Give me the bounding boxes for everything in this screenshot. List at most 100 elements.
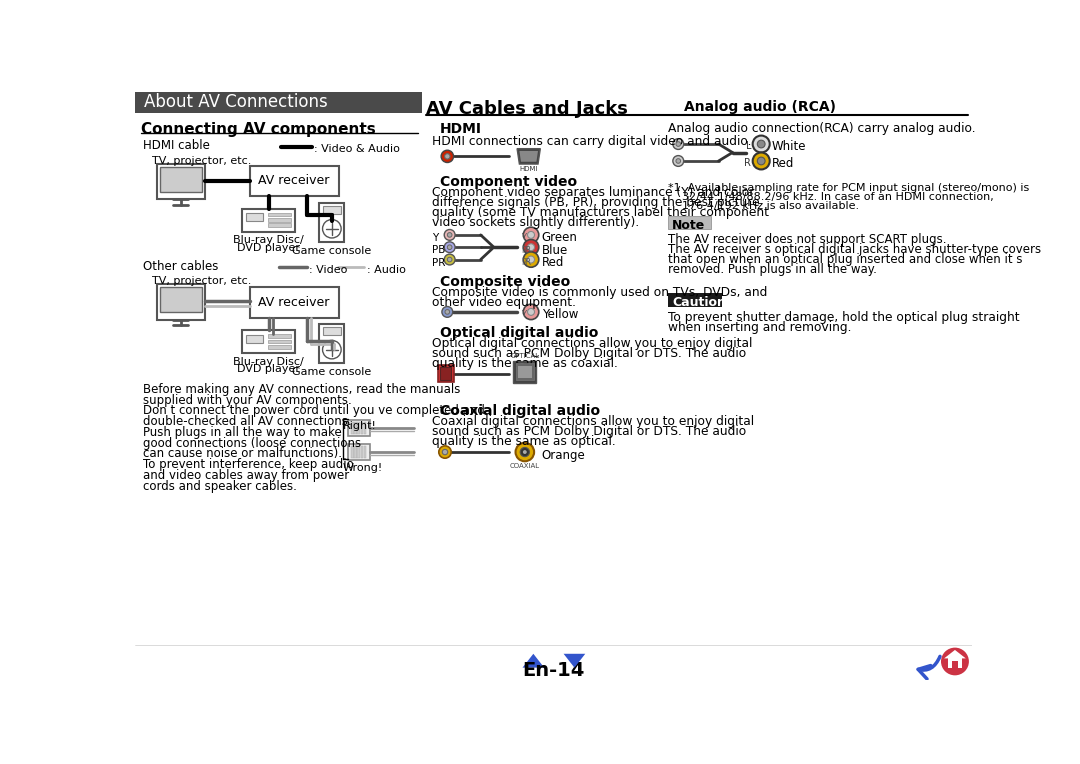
Text: PR: PR: [432, 257, 445, 267]
Bar: [438, 365, 454, 382]
Text: AV receiver: AV receiver: [258, 174, 329, 187]
Bar: [364, 446, 366, 458]
Circle shape: [441, 151, 454, 163]
Bar: [513, 361, 537, 383]
Bar: [249, 287, 339, 318]
Text: : Video & Audio: : Video & Audio: [314, 144, 400, 154]
Bar: [357, 422, 360, 434]
Text: : Audio: : Audio: [367, 264, 406, 274]
Circle shape: [523, 450, 527, 454]
Text: sound such as PCM Dolby Digital or DTS. The audio: sound such as PCM Dolby Digital or DTS. …: [432, 347, 746, 360]
Text: removed. Push plugs in all the way.: removed. Push plugs in all the way.: [669, 264, 877, 277]
Circle shape: [757, 157, 765, 165]
Bar: [135, 92, 422, 113]
Text: HDMI connections can carry digital video and audio.: HDMI connections can carry digital video…: [432, 134, 752, 147]
Text: PB: PB: [521, 246, 530, 255]
Circle shape: [323, 341, 341, 359]
Circle shape: [527, 256, 535, 263]
Text: difference signals (PB, PR), providing the best picture: difference signals (PB, PR), providing t…: [432, 196, 759, 209]
Text: Y: Y: [521, 234, 526, 242]
Text: good connections (loose connections: good connections (loose connections: [143, 437, 361, 450]
Bar: [268, 223, 291, 227]
Bar: [268, 345, 291, 349]
Text: PR: PR: [521, 258, 531, 267]
Text: L: L: [745, 141, 751, 151]
Circle shape: [447, 257, 451, 262]
Bar: [160, 167, 202, 192]
Bar: [517, 366, 531, 378]
Text: Other cables: Other cables: [143, 260, 218, 273]
Circle shape: [521, 448, 529, 457]
Bar: [515, 364, 535, 380]
Bar: [160, 287, 202, 312]
Text: HDMI cable: HDMI cable: [143, 139, 210, 153]
Circle shape: [941, 648, 969, 675]
Bar: [320, 324, 345, 363]
Circle shape: [676, 142, 680, 147]
Bar: [351, 446, 353, 458]
Text: : Video: : Video: [309, 264, 348, 274]
Bar: [669, 293, 723, 306]
Text: COAXIAL: COAXIAL: [510, 463, 540, 469]
Text: Coaxial digital connections allow you to enjoy digital: Coaxial digital connections allow you to…: [432, 415, 754, 428]
Text: *1  Available sampling rate for PCM input signal (stereo/mono) is: *1 Available sampling rate for PCM input…: [669, 183, 1029, 193]
Circle shape: [673, 156, 684, 167]
Text: video sockets slightly differently).: video sockets slightly differently).: [432, 215, 639, 228]
Text: Push plugs in all the way to make: Push plugs in all the way to make: [143, 426, 341, 439]
Text: other video equipment.: other video equipment.: [432, 296, 576, 309]
Bar: [157, 284, 205, 319]
Text: 176.4/192 kHz is also available.: 176.4/192 kHz is also available.: [669, 201, 860, 211]
Circle shape: [527, 244, 535, 251]
Circle shape: [323, 219, 341, 238]
Text: Don t connect the power cord until you ve completed and: Don t connect the power cord until you v…: [143, 404, 485, 417]
Text: sound such as PCM Dolby Digital or DTS. The audio: sound such as PCM Dolby Digital or DTS. …: [432, 425, 746, 438]
Text: Composite video: Composite video: [440, 275, 570, 289]
Text: DVD player: DVD player: [237, 364, 300, 374]
Text: TV, projector, etc.: TV, projector, etc.: [152, 156, 252, 166]
Bar: [249, 166, 339, 196]
Text: Blu-ray Disc/: Blu-ray Disc/: [233, 357, 303, 367]
Text: HDMI: HDMI: [519, 167, 538, 173]
Text: Caution: Caution: [672, 296, 726, 309]
Bar: [320, 203, 345, 242]
Bar: [948, 659, 962, 668]
Text: supplied with your AV components.: supplied with your AV components.: [143, 393, 351, 406]
Text: Coaxial digital audio: Coaxial digital audio: [440, 404, 599, 419]
Text: and video cables away from power: and video cables away from power: [143, 469, 349, 482]
Bar: [354, 446, 356, 458]
Text: Optical digital audio: Optical digital audio: [440, 325, 598, 340]
Text: quality is the same as coaxial.: quality is the same as coaxial.: [432, 357, 618, 370]
Text: White: White: [772, 140, 807, 153]
Text: TV, projector, etc.: TV, projector, etc.: [152, 277, 252, 286]
Text: About AV Connections: About AV Connections: [145, 93, 328, 112]
Text: cords and speaker cables.: cords and speaker cables.: [143, 480, 297, 493]
Bar: [441, 367, 451, 380]
Bar: [268, 212, 291, 216]
Bar: [351, 422, 353, 434]
Text: Game console: Game console: [293, 367, 372, 377]
Circle shape: [757, 140, 765, 148]
Bar: [242, 330, 295, 354]
Bar: [361, 446, 363, 458]
Text: Connecting AV components: Connecting AV components: [141, 122, 376, 138]
Circle shape: [676, 159, 680, 163]
Circle shape: [527, 309, 535, 316]
Circle shape: [445, 154, 450, 159]
Bar: [246, 213, 262, 221]
Text: Optical digital connections allow you to enjoy digital: Optical digital connections allow you to…: [432, 336, 752, 350]
Bar: [364, 422, 366, 434]
Polygon shape: [944, 650, 966, 659]
Bar: [135, 645, 972, 680]
Bar: [357, 446, 360, 458]
Text: Component video: Component video: [440, 175, 577, 189]
Bar: [268, 334, 291, 338]
Text: that open when an optical plug inserted and close when it s: that open when an optical plug inserted …: [669, 254, 1023, 267]
Text: R: R: [744, 158, 751, 168]
Circle shape: [524, 240, 539, 255]
Text: En-14: En-14: [523, 661, 584, 680]
Bar: [361, 422, 363, 434]
Circle shape: [515, 443, 535, 461]
Text: quality is the same as optical.: quality is the same as optical.: [432, 435, 616, 448]
Text: Wrong!: Wrong!: [342, 463, 383, 473]
FancyArrowPatch shape: [918, 656, 940, 679]
